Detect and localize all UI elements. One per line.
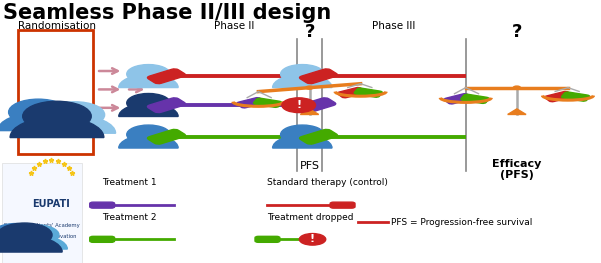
Wedge shape [10, 117, 104, 138]
Wedge shape [273, 135, 332, 148]
Text: on Therapeutic Innovation: on Therapeutic Innovation [7, 234, 77, 239]
FancyBboxPatch shape [147, 69, 186, 84]
Text: !: ! [310, 234, 315, 244]
Text: Seamless Phase II/III design: Seamless Phase II/III design [3, 3, 331, 23]
FancyBboxPatch shape [90, 202, 115, 208]
Text: Treatment 1: Treatment 1 [102, 178, 157, 188]
Circle shape [127, 93, 170, 113]
Text: !: ! [296, 100, 301, 110]
FancyBboxPatch shape [147, 98, 186, 113]
Circle shape [23, 101, 91, 131]
Circle shape [127, 125, 170, 144]
Text: PFS = Progression-free survival: PFS = Progression-free survival [391, 218, 532, 227]
Text: PFS: PFS [299, 161, 320, 171]
Text: Randomisation: Randomisation [18, 21, 96, 31]
Wedge shape [119, 103, 178, 117]
Wedge shape [5, 235, 67, 249]
Circle shape [8, 99, 68, 125]
FancyBboxPatch shape [147, 129, 186, 144]
FancyBboxPatch shape [330, 202, 355, 208]
Circle shape [513, 86, 520, 89]
Text: ?: ? [511, 23, 522, 41]
FancyBboxPatch shape [254, 98, 282, 107]
FancyBboxPatch shape [444, 94, 472, 104]
Circle shape [127, 65, 170, 84]
FancyBboxPatch shape [337, 88, 365, 98]
FancyBboxPatch shape [90, 236, 115, 242]
Text: Treatment dropped: Treatment dropped [267, 213, 354, 222]
Circle shape [0, 224, 38, 244]
Text: Phase II: Phase II [214, 21, 255, 31]
FancyBboxPatch shape [561, 92, 590, 101]
Circle shape [299, 234, 326, 245]
Circle shape [45, 102, 105, 128]
Wedge shape [0, 236, 62, 252]
Circle shape [0, 223, 52, 247]
FancyBboxPatch shape [545, 92, 573, 102]
Circle shape [306, 86, 313, 89]
Circle shape [13, 225, 59, 245]
Wedge shape [0, 113, 79, 131]
Wedge shape [34, 115, 115, 133]
Text: EUPATI: EUPATI [32, 199, 70, 209]
FancyBboxPatch shape [237, 98, 265, 108]
Text: Efficacy
(PFS): Efficacy (PFS) [492, 159, 542, 180]
FancyBboxPatch shape [18, 30, 93, 154]
Polygon shape [300, 109, 319, 114]
Wedge shape [273, 75, 332, 88]
Text: Standard therapy (control): Standard therapy (control) [267, 178, 388, 188]
Wedge shape [119, 75, 178, 88]
FancyBboxPatch shape [299, 129, 338, 144]
Text: Treatment 2: Treatment 2 [102, 213, 157, 222]
Circle shape [281, 125, 324, 144]
FancyBboxPatch shape [255, 236, 280, 242]
Text: ?: ? [304, 23, 315, 41]
FancyBboxPatch shape [299, 69, 338, 84]
Polygon shape [508, 109, 526, 114]
Text: European Patients' Academy: European Patients' Academy [4, 222, 80, 227]
Wedge shape [119, 135, 178, 148]
Circle shape [281, 65, 324, 84]
FancyBboxPatch shape [354, 88, 382, 97]
FancyBboxPatch shape [461, 94, 489, 103]
Text: Phase III: Phase III [372, 21, 415, 31]
FancyBboxPatch shape [2, 163, 82, 263]
Wedge shape [0, 234, 47, 248]
Text: www.eupati.eu: www.eupati.eu [20, 246, 64, 251]
Circle shape [282, 98, 316, 113]
FancyBboxPatch shape [297, 98, 336, 113]
